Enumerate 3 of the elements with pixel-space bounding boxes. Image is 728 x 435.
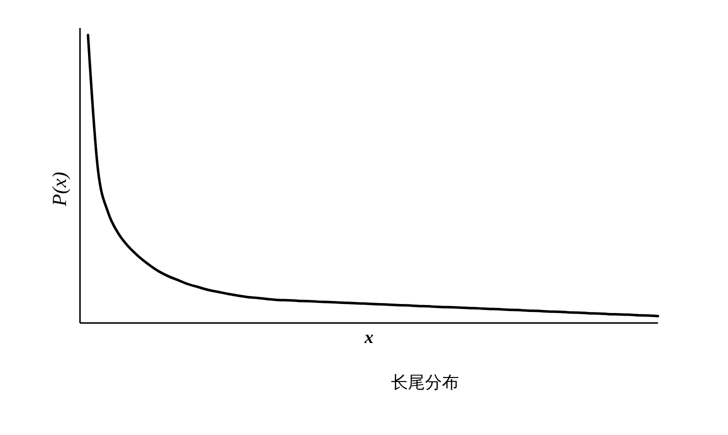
y-axis-title: P(x)	[49, 171, 71, 208]
x-axis-title: x	[364, 327, 374, 347]
text: 长尾分布	[391, 373, 459, 393]
